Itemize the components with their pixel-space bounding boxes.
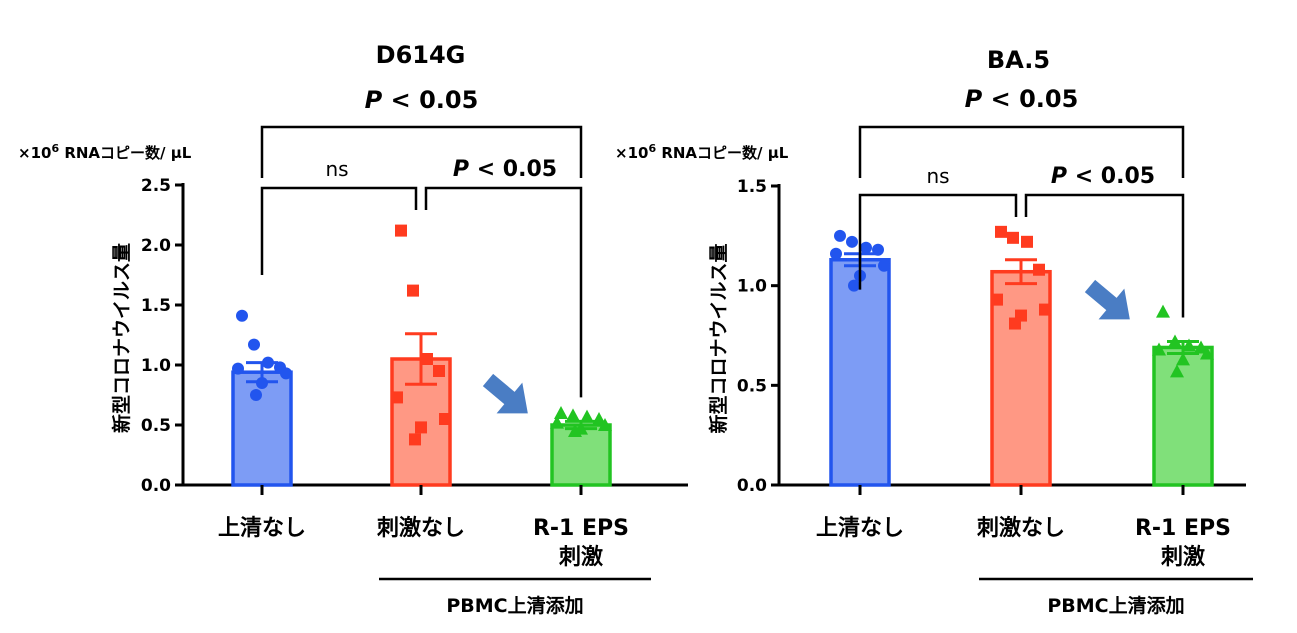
data-point — [415, 421, 427, 434]
data-point — [580, 409, 594, 423]
x-category-label: 刺激 — [559, 544, 603, 570]
data-point — [407, 284, 419, 297]
data-point — [830, 247, 842, 260]
data-point — [846, 235, 858, 248]
data-point — [250, 389, 262, 401]
data-point — [1033, 263, 1045, 276]
y-tick-label: 0.0 — [141, 476, 171, 496]
data-point — [554, 406, 568, 419]
data-point — [872, 243, 884, 256]
x-category-label: 上清なし — [218, 515, 306, 541]
ns-label: ns — [325, 157, 348, 181]
chart-title: BA.5 — [987, 46, 1050, 74]
bar — [829, 258, 891, 487]
data-point — [1170, 364, 1184, 378]
x-category-label: R-1 EPS — [533, 516, 629, 541]
bar — [231, 370, 293, 487]
y-tick-label: 1.0 — [737, 277, 767, 297]
data-point — [860, 241, 872, 254]
arrow-shape — [1084, 279, 1130, 320]
data-point — [1168, 334, 1182, 348]
data-point — [280, 367, 292, 380]
data-point — [550, 415, 564, 429]
data-point — [1039, 303, 1051, 316]
data-point — [1152, 342, 1166, 356]
p-value-inner: P < 0.05 — [1051, 164, 1155, 189]
x-category-label: 刺激なし — [377, 515, 465, 541]
p-value-inner: P < 0.05 — [453, 157, 557, 182]
data-point — [439, 413, 451, 425]
data-point — [878, 259, 890, 272]
data-point — [566, 408, 580, 422]
data-point — [248, 338, 260, 351]
significance-bracket-ns — [858, 193, 1018, 290]
data-point — [991, 293, 1003, 306]
significance-bracket-top — [858, 125, 1185, 178]
data-point — [1021, 235, 1033, 248]
data-point — [391, 391, 403, 404]
data-point — [236, 309, 248, 322]
chart-title: D614G — [376, 41, 466, 69]
unit-label: ×106 RNAコピー数/ μL — [615, 142, 789, 162]
y-tick-label: 0.5 — [737, 376, 767, 396]
significance-bracket-inner — [1024, 193, 1185, 318]
data-point — [568, 424, 582, 437]
chart-panel-2: BA.5 P < 0.05 ×106 RNAコピー数/ μL 新型コロナウイルス量 0.… — [615, 46, 1253, 617]
y-tick-label: 1.5 — [141, 296, 171, 316]
group-label: PBMC上清添加 — [1047, 594, 1184, 617]
y-tick-label: 1.5 — [737, 177, 767, 197]
data-point — [598, 418, 612, 431]
x-category-label: 刺激なし — [977, 515, 1065, 541]
x-category-label: 刺激 — [1161, 544, 1205, 570]
y-tick-label: 0.5 — [141, 416, 171, 436]
bar — [1152, 345, 1214, 487]
y-tick-label: 0.0 — [737, 476, 767, 496]
data-point — [834, 229, 846, 242]
data-point — [995, 225, 1007, 238]
data-point — [1194, 340, 1208, 354]
ns-label: ns — [926, 164, 949, 188]
data-point — [848, 279, 860, 292]
unit-label: ×106 RNAコピー数/ μL — [18, 142, 192, 162]
y-axis-label: 新型コロナウイルス量 — [707, 243, 730, 433]
data-point — [1176, 352, 1190, 366]
y-axis-label: 新型コロナウイルス量 — [110, 243, 133, 433]
data-point — [232, 362, 244, 375]
significance-bracket-inner — [424, 186, 583, 398]
data-point — [1182, 338, 1196, 352]
x-category-label: R-1 EPS — [1135, 516, 1231, 541]
significance-bracket-ns — [260, 186, 418, 275]
y-tick-label: 2.5 — [141, 176, 171, 196]
p-value-top: P < 0.05 — [365, 86, 479, 114]
data-point — [395, 224, 407, 237]
data-point — [409, 433, 421, 446]
data-point — [1200, 346, 1214, 360]
chart-panel-1: D614G P < 0.05 ×106 RNAコピー数/ μL 新型コロナウイルス量 0… — [18, 41, 688, 617]
data-point — [262, 356, 274, 369]
y-tick-label: 1.0 — [141, 356, 171, 376]
group-label: PBMC上清添加 — [446, 594, 583, 617]
data-point — [1156, 304, 1170, 318]
data-point — [1007, 231, 1019, 244]
down-arrow-icon — [1084, 279, 1130, 320]
p-value-top: P < 0.05 — [965, 85, 1079, 113]
data-point — [1009, 317, 1021, 330]
data-point — [433, 365, 445, 377]
arrow-shape — [482, 373, 528, 414]
data-point — [421, 353, 433, 365]
y-tick-label: 2.0 — [141, 236, 171, 256]
down-arrow-icon — [482, 373, 528, 414]
data-point — [592, 412, 606, 425]
x-category-label: 上清なし — [816, 515, 904, 541]
data-point — [256, 377, 268, 389]
significance-bracket-top — [260, 125, 583, 178]
